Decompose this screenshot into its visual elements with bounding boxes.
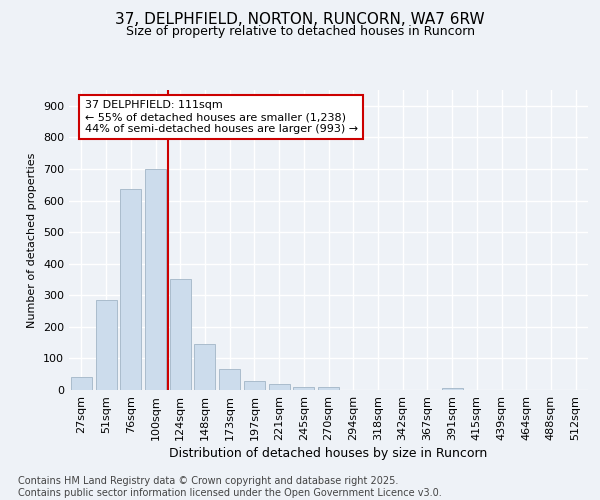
Bar xyxy=(170,280,191,390)
Bar xyxy=(442,388,463,390)
Bar xyxy=(145,169,166,390)
Bar xyxy=(318,388,339,390)
X-axis label: Distribution of detached houses by size in Runcorn: Distribution of detached houses by size … xyxy=(169,447,488,460)
Text: 37 DELPHFIELD: 111sqm
← 55% of detached houses are smaller (1,238)
44% of semi-d: 37 DELPHFIELD: 111sqm ← 55% of detached … xyxy=(85,100,358,134)
Bar xyxy=(293,387,314,390)
Text: Size of property relative to detached houses in Runcorn: Size of property relative to detached ho… xyxy=(125,25,475,38)
Bar xyxy=(71,378,92,390)
Bar xyxy=(194,344,215,390)
Text: 37, DELPHFIELD, NORTON, RUNCORN, WA7 6RW: 37, DELPHFIELD, NORTON, RUNCORN, WA7 6RW xyxy=(115,12,485,28)
Bar xyxy=(269,384,290,390)
Bar xyxy=(120,190,141,390)
Bar xyxy=(219,370,240,390)
Bar xyxy=(244,380,265,390)
Text: Contains HM Land Registry data © Crown copyright and database right 2025.
Contai: Contains HM Land Registry data © Crown c… xyxy=(18,476,442,498)
Y-axis label: Number of detached properties: Number of detached properties xyxy=(28,152,37,328)
Bar xyxy=(95,300,116,390)
